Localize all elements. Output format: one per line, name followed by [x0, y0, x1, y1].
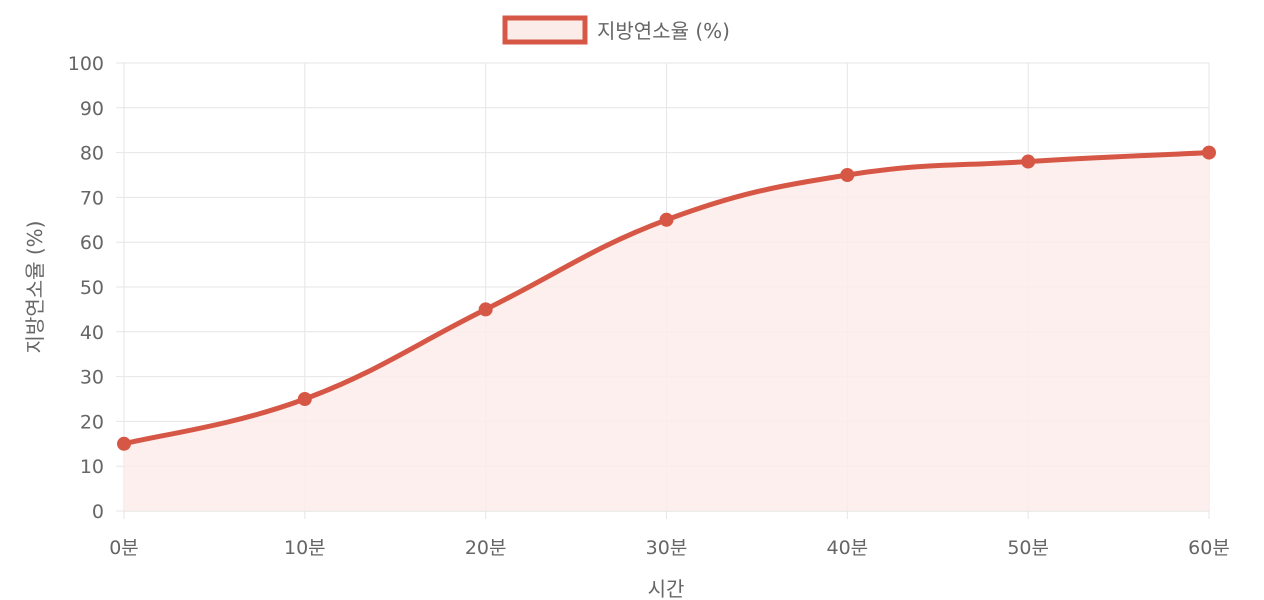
x-tick-label: 30분	[646, 537, 688, 559]
data-point[interactable]	[659, 212, 674, 227]
legend-swatch[interactable]	[502, 15, 588, 45]
area-layer	[124, 152, 1209, 511]
data-point[interactable]	[1021, 154, 1036, 169]
x-tick-label: 0분	[109, 537, 139, 559]
legend[interactable]: 지방연소율 (%)	[502, 15, 730, 45]
legend-label-series-0[interactable]: 지방연소율 (%)	[597, 19, 730, 43]
y-tick-label: 80	[80, 143, 104, 165]
y-tick-label: 100	[68, 53, 104, 75]
x-tick-label: 40분	[826, 537, 868, 559]
series-area	[124, 152, 1209, 511]
y-tick-label: 40	[80, 322, 104, 344]
data-point[interactable]	[297, 392, 312, 406]
data-point[interactable]	[478, 302, 493, 317]
x-tick-label: 60분	[1188, 537, 1230, 559]
x-tick-label: 20분	[465, 537, 507, 559]
y-axis-title: 지방연소율 (%)	[23, 221, 47, 354]
y-tick-label: 30	[80, 367, 104, 389]
y-tick-label: 50	[80, 277, 104, 299]
data-point[interactable]	[1202, 145, 1216, 160]
data-point[interactable]	[840, 168, 855, 182]
y-tick-label: 10	[80, 456, 104, 478]
y-tick-label: 90	[80, 98, 104, 120]
y-tick-label: 0	[92, 501, 104, 523]
x-axis-title: 시간	[648, 577, 685, 600]
y-tick-label: 70	[80, 187, 104, 209]
point-layer	[117, 145, 1216, 451]
x-tick-label: 50분	[1007, 537, 1049, 559]
y-tick-label: 60	[80, 232, 104, 254]
y-tick-label: 20	[80, 411, 104, 433]
x-tick-label: 10분	[284, 537, 326, 559]
data-point[interactable]	[117, 436, 131, 451]
tick-layer: 0 10 20 30 40 50 60 70 80 90 100 0분 10분 20분 30분 40분 50분 6…	[68, 53, 1230, 559]
